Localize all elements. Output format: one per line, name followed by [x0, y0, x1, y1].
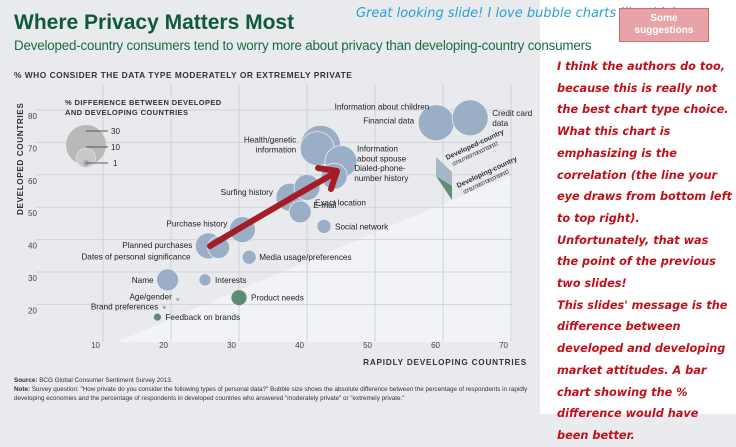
bubble-label: Exact location: [315, 199, 366, 208]
chart-title: % WHO CONSIDER THE DATA TYPE MODERATELY …: [14, 70, 353, 80]
y-tick-label: 60: [28, 177, 37, 186]
size-legend: % DIFFERENCE BETWEEN DEVELOPED AND DEVEL…: [65, 98, 222, 168]
bubble-labels: Financial data Credit card data Information…: [81, 102, 532, 322]
notes-panel: [540, 0, 736, 414]
x-tick-label: 70: [499, 341, 508, 350]
bubble-label: Social network: [335, 222, 389, 231]
size-legend-title-1: % DIFFERENCE BETWEEN DEVELOPED: [65, 98, 222, 107]
bubble-chart: 10 20 30 40 50 60 70 20 30 40 50 60 70 80 DEVELOPED …: [16, 84, 533, 367]
developing-more-region: [116, 174, 512, 342]
y-tick-label: 20: [28, 306, 37, 315]
bubble-name: [156, 268, 180, 292]
red-note-2: Unfortunately, that was the point of the…: [557, 233, 716, 291]
size-legend-label-10: 10: [111, 143, 120, 152]
bubble-label: Product needs: [251, 294, 304, 303]
arrow-shaft: [207, 171, 336, 249]
x-tick-label: 60: [431, 341, 440, 350]
bubble-interests: [198, 273, 212, 287]
y-tick-label: 40: [28, 242, 37, 251]
bubble-product-needs: [230, 289, 248, 307]
x-tick-label: 10: [91, 341, 100, 350]
bubble-label: Dates of personal significance: [81, 252, 191, 261]
slide-subtitle: Developed-country consumers tend to worr…: [14, 38, 592, 53]
footer: Source: BCG Global Consumer Sentiment Su…: [14, 376, 534, 403]
red-note-3: This slides' message is the difference b…: [557, 298, 728, 442]
source-label: Source:: [14, 377, 38, 384]
bubble-label: Financial data: [363, 117, 414, 126]
bubble-label: Information about children: [335, 102, 430, 111]
developed-more-swatch: [436, 157, 452, 186]
developing-more-swatch: [436, 176, 452, 200]
x-tick-label: 50: [363, 341, 372, 350]
red-notes: I think the authors do too, because this…: [557, 56, 733, 447]
size-legend-title-2: AND DEVELOPING COUNTRIES: [65, 108, 188, 117]
bubble-brand-preferences: [161, 304, 167, 310]
bubble-credit-card-data: [451, 99, 489, 137]
x-tick-label: 30: [227, 341, 236, 350]
bubble-label: Information about spouse: [357, 145, 407, 164]
note-label: Note:: [14, 386, 31, 393]
slide-title: Where Privacy Matters Most: [14, 11, 295, 34]
size-legend-label-30: 30: [111, 127, 120, 136]
x-axis-label: RAPIDLY DEVELOPING COUNTRIES: [363, 358, 527, 367]
bubble-label: E-mail: [313, 201, 336, 210]
arrow-head: [315, 165, 340, 192]
bubble-label: Surfing history: [221, 188, 274, 197]
correlation-arrow: [207, 165, 340, 249]
bubble-label: Health/genetic information: [244, 136, 297, 155]
bubble-age-gender: [175, 296, 181, 302]
bubble-label: Media usage/preferences: [259, 253, 351, 262]
bubble-label: Age/gender: [129, 292, 172, 301]
x-axis-ticks: 10 20 30 40 50 60 70: [91, 341, 508, 350]
bubble-label: Feedback on brands: [165, 313, 240, 322]
y-tick-label: 70: [28, 144, 37, 153]
bubble-label: Brand preferences: [91, 302, 158, 311]
bubble-label: Dialed-phone-number history: [354, 164, 409, 183]
bubble-feedback-on-brands: [152, 312, 162, 322]
y-axis-label: DEVELOPED COUNTRIES: [16, 103, 25, 215]
size-legend-30: [66, 125, 106, 165]
y-tick-label: 30: [28, 274, 37, 283]
red-note-1: I think the authors do too, because this…: [557, 60, 732, 225]
bubble-label: Planned purchases: [122, 241, 192, 250]
source-text: BCG Global Consumer Sentiment Survey 201…: [39, 377, 173, 384]
y-tick-label: 80: [28, 112, 37, 121]
blue-comment: Great looking slide! I love bubble chart…: [356, 6, 677, 21]
x-tick-label: 20: [159, 341, 168, 350]
bubble-e-mail: [288, 200, 312, 224]
bubble-label: Name: [132, 276, 154, 285]
bubble-label: Purchase history: [166, 220, 228, 229]
y-axis-ticks: 20 30 40 50 60 70 80: [28, 112, 37, 315]
bubble-label: Interests: [215, 276, 246, 285]
bubble-social-network: [316, 218, 332, 234]
note-text: Survey question: "How private do you con…: [14, 386, 528, 402]
size-legend-label-1: 1: [113, 159, 118, 168]
suggestions-button[interactable]: Some suggestions: [619, 8, 709, 42]
bubble-label: Credit card data: [492, 109, 532, 128]
bubble-media-usage-preferences: [241, 249, 257, 265]
x-tick-label: 40: [295, 341, 304, 350]
suggestions-button-label: Some suggestions: [634, 13, 694, 36]
y-tick-label: 50: [28, 209, 37, 218]
